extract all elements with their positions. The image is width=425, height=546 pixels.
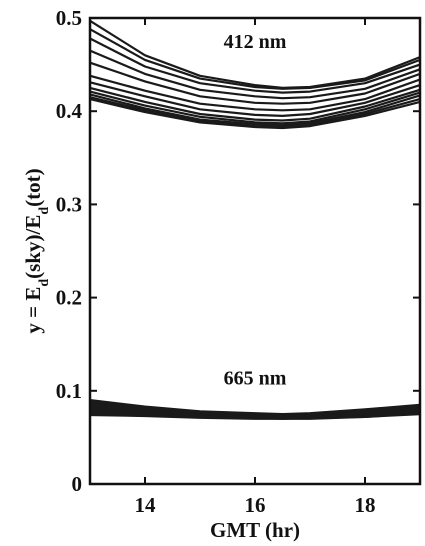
y-axis-title: y = Ed(sky)/Ed(tot) — [21, 168, 52, 333]
annotation-layer: 412 nm 665 nm — [224, 31, 287, 389]
y-tick-label: 0.3 — [56, 192, 82, 216]
series-line-412nm-4 — [89, 49, 421, 100]
y-tick-label: 0 — [72, 472, 83, 496]
series-line-412nm-7 — [89, 81, 421, 117]
x-tick-label: 16 — [245, 493, 266, 517]
y-axis-title-middle: (sky)/E — [21, 215, 45, 279]
y-tick-label: 0.2 — [56, 286, 82, 310]
series-line-412nm-9 — [89, 90, 421, 125]
series-line-412nm-10 — [89, 93, 421, 127]
y-axis-title-sub2: d — [37, 207, 52, 215]
series-line-412nm-6 — [89, 74, 421, 112]
y-axis-title-prefix: y = E — [21, 287, 45, 334]
annotation-665nm: 665 nm — [224, 367, 287, 389]
y-tick-label: 0.5 — [56, 6, 82, 30]
y-axis-title-sub1: d — [37, 279, 52, 287]
series-line-412nm-3 — [89, 37, 421, 94]
series-line-412nm-12 — [89, 98, 421, 130]
y-tick-label: 0.4 — [56, 99, 83, 123]
x-axis-title: GMT (hr) — [210, 518, 300, 542]
series-line-412nm-2 — [89, 28, 421, 90]
tick-layer: 14 16 18 0 0.1 0.2 0.3 0.4 0.5 — [56, 6, 420, 517]
series-line-412nm-8 — [89, 86, 421, 122]
annotation-412nm: 412 nm — [224, 31, 287, 53]
x-tick-label: 18 — [355, 493, 376, 517]
series-line-412nm-1 — [89, 19, 421, 89]
series-layer — [89, 19, 421, 420]
y-tick-label: 0.1 — [56, 379, 82, 403]
series-line-665nm-22 — [89, 413, 421, 420]
series-line-412nm-5 — [89, 61, 421, 105]
x-tick-label: 14 — [135, 493, 157, 517]
y-axis-title-suffix: (tot) — [21, 168, 45, 206]
